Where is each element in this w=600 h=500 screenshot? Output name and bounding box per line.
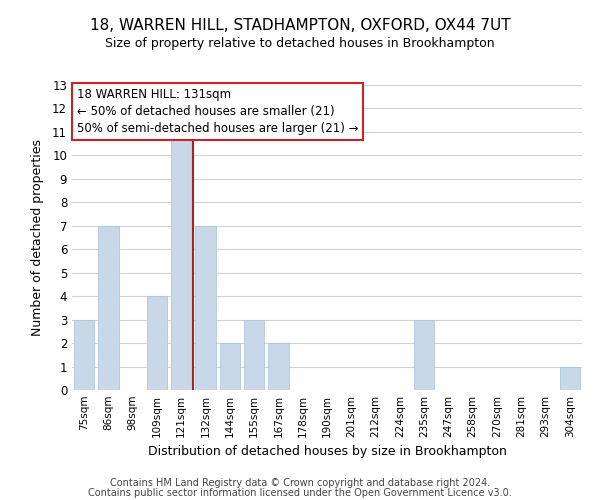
Bar [195,226,216,390]
Bar [220,343,240,390]
Bar [414,320,434,390]
Bar [268,343,289,390]
Text: Contains public sector information licensed under the Open Government Licence v3: Contains public sector information licen… [88,488,512,498]
Bar [98,226,119,390]
Bar [244,320,265,390]
Y-axis label: Number of detached properties: Number of detached properties [31,139,44,336]
Text: 18 WARREN HILL: 131sqm
← 50% of detached houses are smaller (21)
50% of semi-det: 18 WARREN HILL: 131sqm ← 50% of detached… [77,88,359,135]
Bar [560,366,580,390]
Text: Contains HM Land Registry data © Crown copyright and database right 2024.: Contains HM Land Registry data © Crown c… [110,478,490,488]
Bar [74,320,94,390]
Text: Size of property relative to detached houses in Brookhampton: Size of property relative to detached ho… [105,38,495,51]
Text: 18, WARREN HILL, STADHAMPTON, OXFORD, OX44 7UT: 18, WARREN HILL, STADHAMPTON, OXFORD, OX… [89,18,511,32]
Bar [171,132,191,390]
X-axis label: Distribution of detached houses by size in Brookhampton: Distribution of detached houses by size … [148,446,506,458]
Bar [146,296,167,390]
